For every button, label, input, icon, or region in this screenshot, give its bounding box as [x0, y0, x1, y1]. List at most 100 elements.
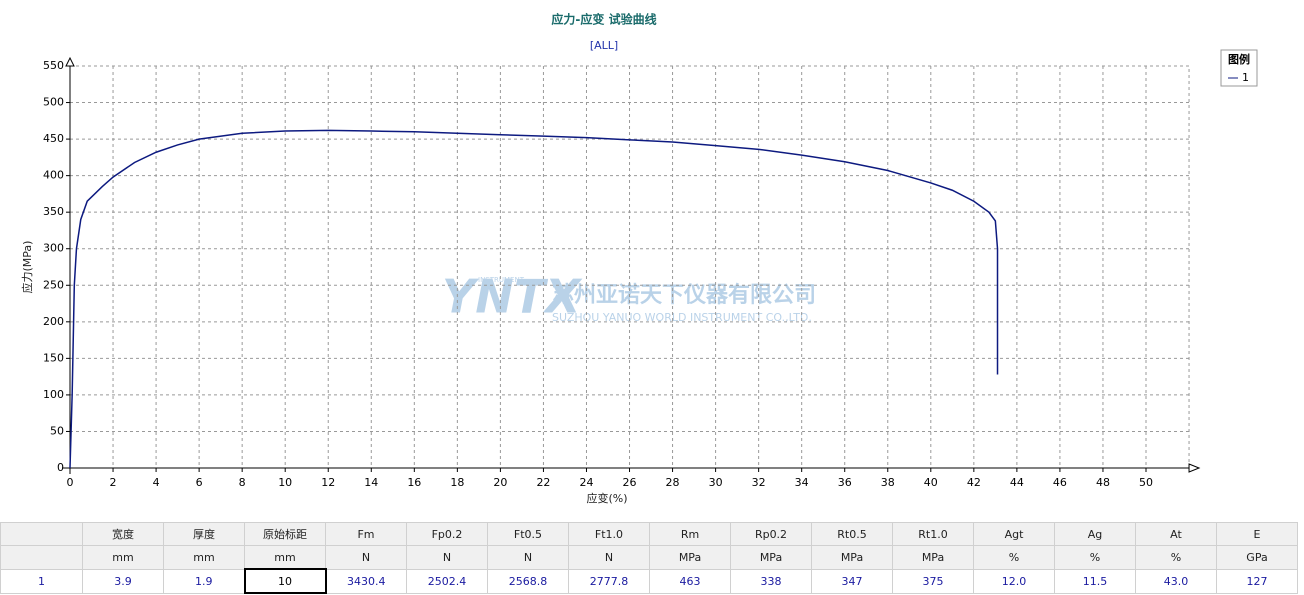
corner-cell — [0, 545, 83, 570]
x-tick-label: 26 — [623, 476, 637, 489]
y-axis-label: 应力(MPa) — [20, 241, 34, 294]
column-unit: N — [568, 545, 650, 570]
table-row: mm mm mm N N N N MPa MPa MPa MPa%%% GPa — [0, 545, 1298, 570]
column-unit: % — [973, 545, 1055, 570]
y-tick-label: 500 — [43, 96, 64, 109]
line-series — [69, 129, 999, 469]
x-tick-label: 38 — [881, 476, 895, 489]
column-unit: mm — [82, 545, 164, 570]
table-cell: 10 — [243, 568, 327, 594]
x-tick-label: 32 — [752, 476, 766, 489]
plot-frame — [69, 65, 1190, 469]
x-tick-label: 34 — [795, 476, 809, 489]
y-tick-label: 100 — [43, 388, 64, 401]
chart: 应力-应变 试验曲线 [ALL] 应变(%) 应力(MPa) YNTX INST… — [20, 12, 1258, 505]
y-tick-label: 550 — [43, 59, 64, 72]
y-tick-label: 200 — [43, 315, 64, 328]
table-cell: 127 — [1216, 568, 1298, 594]
column-header: Ag — [1054, 522, 1136, 546]
y-tick-label: 150 — [43, 351, 64, 364]
column-header: Rt1.0 — [892, 522, 974, 546]
column-header: Fm — [325, 522, 407, 546]
table-cell: 375 — [892, 568, 974, 594]
table-cell: 3430.4 — [325, 568, 407, 594]
column-header: E — [1216, 522, 1298, 546]
column-unit: GPa — [1216, 545, 1298, 570]
column-unit: N — [487, 545, 569, 570]
chart-title: 应力-应变 试验曲线 — [551, 12, 656, 27]
table-row: 宽度 厚度 原始标距 Fm Fp0.2 Ft0.5 Ft1.0 Rm Rp0.2 Rt0.5 Rt1… — [0, 522, 1298, 546]
column-unit: N — [406, 545, 488, 570]
column-unit: mm — [244, 545, 326, 570]
column-header: 宽度 — [82, 522, 164, 546]
column-unit: MPa — [811, 545, 893, 570]
legend-box — [1220, 49, 1258, 87]
x-tick-label: 16 — [407, 476, 421, 489]
watermark-logo-sub: INSTRUMENT — [478, 276, 525, 284]
column-unit: MPa — [649, 545, 731, 570]
table-cell: 347 — [811, 568, 893, 594]
table-cell: 463 — [649, 568, 731, 594]
column-header: Ft1.0 — [568, 522, 650, 546]
x-tick-label: 48 — [1096, 476, 1110, 489]
x-tick-label: 18 — [450, 476, 464, 489]
x-tick-label: 24 — [579, 476, 593, 489]
y-tick-label: 350 — [43, 205, 64, 218]
column-unit: mm — [163, 545, 245, 570]
column-header: At — [1135, 522, 1217, 546]
y-tick-label: 400 — [43, 169, 64, 182]
column-unit: MPa — [730, 545, 812, 570]
legend-label: 1 — [1242, 71, 1249, 84]
result-table: 宽度 厚度 原始标距 Fm Fp0.2 Ft0.5 Ft1.0 Rm Rp0.2 Rt0.5 Rt1… — [0, 522, 1298, 594]
y-tick-label: 450 — [43, 132, 64, 145]
table-cell: 43.0 — [1135, 568, 1217, 594]
x-tick-label: 36 — [838, 476, 852, 489]
column-header: Rt0.5 — [811, 522, 893, 546]
y-tick-label: 250 — [43, 278, 64, 291]
table-cell: 11.5 — [1054, 568, 1136, 594]
x-tick-label: 42 — [967, 476, 981, 489]
column-header: 原始标距 — [244, 522, 326, 546]
y-tick-label: 0 — [57, 461, 64, 474]
column-unit: MPa — [892, 545, 974, 570]
x-tick-label: 44 — [1010, 476, 1024, 489]
table-cell: 12.0 — [973, 568, 1055, 594]
x-tick-label: 4 — [153, 476, 160, 489]
x-axis-arrow — [1188, 463, 1201, 473]
watermark: YNTX INSTRUMENT 苏州亚诺天下仪器有限公司 SUZHOU YANU… — [442, 270, 816, 325]
table-cell: 2568.8 — [487, 568, 569, 594]
x-tick-label: 40 — [924, 476, 938, 489]
x-tick-label: 12 — [321, 476, 335, 489]
column-header: Rm — [649, 522, 731, 546]
column-header: Rp0.2 — [730, 522, 812, 546]
column-unit: % — [1054, 545, 1136, 570]
table-cell: 2502.4 — [406, 568, 488, 594]
table-row: 1 3.9 1.9 10 3430.4 2502.4 2568.8 2777.8 463 338 3… — [0, 568, 1298, 594]
column-header: Fp0.2 — [406, 522, 488, 546]
x-axis-label: 应变(%) — [586, 491, 627, 505]
x-tick-label: 50 — [1139, 476, 1153, 489]
column-unit: % — [1135, 545, 1217, 570]
watermark-company: 苏州亚诺天下仪器有限公司 — [552, 282, 816, 308]
column-header: Agt — [973, 522, 1055, 546]
table-cell: 1.9 — [163, 568, 245, 594]
y-tick-label: 50 — [50, 424, 64, 437]
watermark-company-en: SUZHOU YANUO WORLD INSTRUMENT CO.,LTD. — [552, 311, 812, 324]
chart-subtitle: [ALL] — [590, 39, 618, 52]
x-tick-label: 14 — [364, 476, 378, 489]
column-unit: N — [325, 545, 407, 570]
x-tick-label: 10 — [278, 476, 292, 489]
x-tick-label: 22 — [536, 476, 550, 489]
table-cell: 338 — [730, 568, 812, 594]
y-axis-arrow — [65, 56, 75, 67]
table-cell: 2777.8 — [568, 568, 650, 594]
row-label: 1 — [0, 568, 83, 594]
x-tick-label: 30 — [709, 476, 723, 489]
corner-cell — [0, 522, 83, 546]
y-tick-label: 300 — [43, 242, 64, 255]
x-tick-label: 2 — [110, 476, 117, 489]
x-tick-label: 28 — [666, 476, 680, 489]
watermark-logo: YNTX — [442, 270, 583, 324]
legend-title: 图例 — [1228, 52, 1250, 66]
